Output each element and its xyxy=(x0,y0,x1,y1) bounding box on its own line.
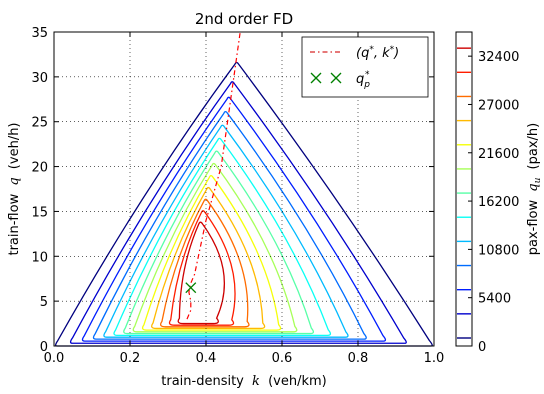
legend-box xyxy=(301,36,429,98)
contour-line xyxy=(113,137,332,336)
colorbar-tick-label: 27000 xyxy=(478,98,519,113)
colorbar-frame xyxy=(455,31,473,347)
legend-marker-label: qp* xyxy=(356,70,370,90)
optimum-pax-marker xyxy=(185,282,197,294)
y-axis-label-text: train-flow xyxy=(7,193,22,255)
x-tick-label: 1.0 xyxy=(424,351,445,366)
contour-line xyxy=(177,221,226,325)
colorbar-label-symbol: q xyxy=(526,183,541,191)
x-axis-label-symbol: k xyxy=(252,374,260,389)
colorbar-tick-label: 16200 xyxy=(478,195,519,210)
optimum-curve xyxy=(186,31,241,320)
contour-line xyxy=(160,198,250,328)
y-tick-label: 25 xyxy=(31,116,48,131)
colorbar-tick-label: 32400 xyxy=(478,50,519,65)
colorbar-label-subscript: u xyxy=(533,177,543,183)
x-tick-label: 0.6 xyxy=(272,351,293,366)
plot-area-frame xyxy=(53,31,435,347)
x-axis-label-unit: (veh/km) xyxy=(268,374,327,389)
y-tick-label: 15 xyxy=(31,205,48,220)
chart-title: 2nd order FD xyxy=(195,10,293,28)
colorbar-tick-label: 5400 xyxy=(478,292,511,307)
colorbar-label: pax-flow qu (pax/h) xyxy=(526,123,544,255)
legend-marker-swatch xyxy=(310,72,342,84)
contour-lines xyxy=(55,61,433,347)
colorbar-tick-label: 0 xyxy=(478,340,486,355)
colorbar-label-text: pax-flow xyxy=(526,199,541,255)
y-tick-label: 10 xyxy=(31,250,48,265)
legend-marker-label-sup: * xyxy=(365,70,370,80)
colorbar-tick-label: 10800 xyxy=(478,243,519,258)
optimum-curve-layer xyxy=(185,31,241,320)
x-axis-label: train-density k (veh/km) xyxy=(161,374,326,389)
colorbar-tick-label: 21600 xyxy=(478,147,519,162)
legend-optimum-label-sup2: * xyxy=(390,45,395,55)
y-axis-label-unit: (veh/h) xyxy=(7,122,22,169)
legend-optimum-label: (q*, k*) xyxy=(356,45,399,61)
y-axis-label: train-flow q (veh/h) xyxy=(7,122,22,255)
contour-line xyxy=(81,96,387,342)
legend-marker-label-sub: p xyxy=(363,80,370,90)
y-axis-ticks: 0 5 10 15 20 25 30 35 xyxy=(31,26,434,355)
contour-line xyxy=(132,162,298,333)
legend: (q*, k*) qp* xyxy=(301,36,429,98)
legend-optimum-label-sup1: * xyxy=(369,45,374,55)
legend-optimum-label-q: (q xyxy=(356,46,369,61)
y-axis-label-symbol: q xyxy=(7,177,22,185)
colorbar xyxy=(455,31,473,347)
x-tick-label: 0.4 xyxy=(196,351,217,366)
y-tick-label: 35 xyxy=(31,26,48,41)
y-tick-label: 0 xyxy=(40,340,48,355)
contour-line xyxy=(69,81,407,344)
contour-line xyxy=(151,186,266,330)
y-tick-label: 30 xyxy=(31,71,48,86)
x-axis-label-text: train-density xyxy=(161,374,244,389)
legend-optimum-label-tail: ) xyxy=(393,46,399,61)
y-tick-label: 20 xyxy=(31,161,48,176)
legend-marker-label-q: q xyxy=(356,72,364,87)
x-tick-label: 0.2 xyxy=(120,351,141,366)
contour-line xyxy=(141,175,282,331)
contour-line xyxy=(123,150,315,335)
x-axis-ticks: 0.0 0.2 0.4 0.6 0.8 1.0 xyxy=(44,32,445,366)
x-tick-label: 0.8 xyxy=(348,351,369,366)
contour-line xyxy=(55,61,433,347)
y-tick-label: 5 xyxy=(40,295,48,310)
contour-line xyxy=(92,111,367,340)
legend-optimum-label-k: , k xyxy=(374,46,390,61)
contour-line xyxy=(168,210,236,326)
colorbar-ticks: 0 5400 10800 16200 21600 27000 32400 xyxy=(468,50,519,355)
colorbar-label-unit: (pax/h) xyxy=(526,123,541,170)
contour-line xyxy=(103,124,349,338)
x-tick-label: 0.0 xyxy=(44,351,65,366)
